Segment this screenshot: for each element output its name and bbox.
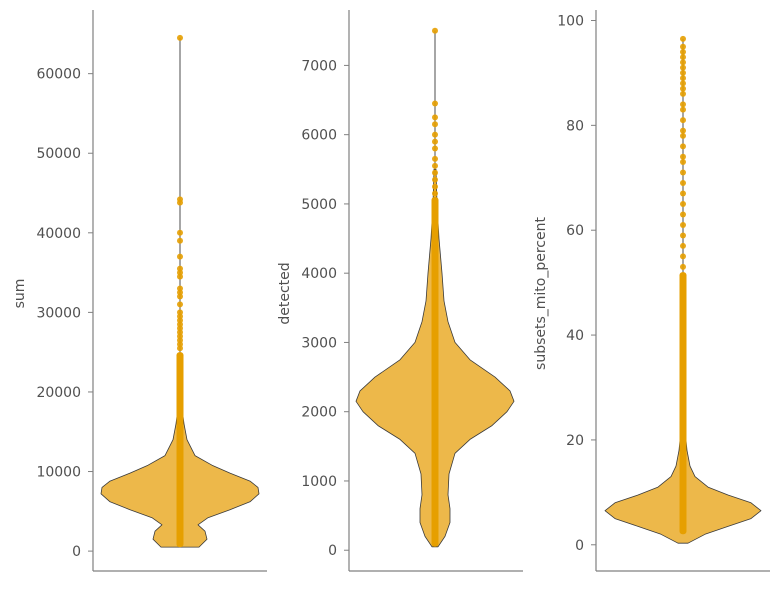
data-point-subsets-mito-percent [680, 43, 686, 50]
points-cluster-subsets-mito-percent [679, 272, 687, 535]
data-point-sum [177, 301, 183, 308]
data-point-sum [177, 34, 183, 41]
data-point-subsets-mito-percent [680, 106, 686, 113]
data-point-subsets-mito-percent [680, 253, 686, 260]
y-tick-label-detected: 6000 [301, 128, 337, 144]
panel-subsets-mito-percent: subsets_mito_percent 0 20 40 60 80 100 [533, 10, 770, 572]
data-point-subsets-mito-percent [680, 101, 686, 108]
data-point-detected [432, 176, 438, 183]
data-point-subsets-mito-percent [680, 211, 686, 218]
y-tick-label-subsets-mito-percent: 40 [566, 328, 584, 344]
panel-detected: detected 0 1000 2000 3000 4000 5000 6000 7000 [277, 10, 523, 572]
data-point-subsets-mito-percent [680, 48, 686, 55]
data-point-sum [177, 237, 183, 244]
data-point-subsets-mito-percent [680, 85, 686, 92]
y-tick-label-subsets-mito-percent: 80 [566, 118, 584, 134]
panel-sum: sum 0 10000 20000 30000 40000 50000 60000 [12, 10, 267, 572]
data-point-subsets-mito-percent [680, 190, 686, 197]
data-point-subsets-mito-percent [680, 54, 686, 61]
data-point-detected [432, 100, 438, 107]
data-point-subsets-mito-percent [680, 169, 686, 176]
y-tick-label-sum: 0 [72, 544, 81, 560]
data-point-sum [177, 196, 183, 203]
data-point-subsets-mito-percent [680, 90, 686, 97]
data-point-detected [432, 155, 438, 162]
y-tick-label-sum: 50000 [36, 146, 81, 162]
data-point-subsets-mito-percent [680, 117, 686, 124]
y-tick-label-subsets-mito-percent: 60 [566, 223, 584, 239]
y-axis-label-sum: sum [12, 279, 28, 309]
data-point-subsets-mito-percent [680, 221, 686, 228]
data-point-detected [432, 190, 438, 197]
data-point-subsets-mito-percent [680, 159, 686, 166]
data-point-detected [432, 138, 438, 145]
data-point-sum [177, 265, 183, 272]
y-tick-label-sum: 20000 [36, 385, 81, 401]
data-point-sum [177, 229, 183, 236]
data-point-sum [177, 309, 183, 316]
y-tick-label-sum: 10000 [36, 465, 81, 481]
data-point-detected [432, 162, 438, 169]
data-point-sum [177, 285, 183, 292]
data-point-subsets-mito-percent [680, 153, 686, 160]
data-point-subsets-mito-percent [680, 143, 686, 150]
y-tick-label-subsets-mito-percent: 0 [575, 538, 584, 554]
data-point-subsets-mito-percent [680, 59, 686, 66]
y-axis-label-subsets-mito-percent: subsets_mito_percent [533, 217, 549, 370]
y-tick-label-detected: 7000 [301, 58, 337, 74]
y-tick-label-subsets-mito-percent: 20 [566, 433, 584, 449]
data-point-detected [432, 169, 438, 176]
points-cluster-sum [176, 352, 184, 548]
data-point-detected [432, 121, 438, 128]
data-point-subsets-mito-percent [680, 180, 686, 187]
y-tick-label-sum: 40000 [36, 226, 81, 242]
data-point-subsets-mito-percent [680, 263, 686, 270]
y-axis-label-detected: detected [277, 262, 293, 324]
data-point-sum [177, 253, 183, 260]
y-tick-label-detected: 0 [328, 543, 337, 559]
y-tick-label-sum: 60000 [36, 67, 81, 83]
data-point-detected [432, 183, 438, 190]
data-point-subsets-mito-percent [680, 127, 686, 134]
data-point-subsets-mito-percent [680, 64, 686, 71]
data-point-subsets-mito-percent [680, 200, 686, 207]
data-point-subsets-mito-percent [680, 80, 686, 87]
y-tick-label-detected: 4000 [301, 266, 337, 282]
data-point-subsets-mito-percent [680, 75, 686, 82]
data-point-subsets-mito-percent [680, 232, 686, 239]
data-point-detected [432, 145, 438, 152]
points-cluster-detected [431, 197, 439, 547]
data-point-detected [432, 114, 438, 121]
y-tick-label-detected: 3000 [301, 335, 337, 351]
y-tick-label-sum: 30000 [36, 305, 81, 321]
data-point-subsets-mito-percent [680, 69, 686, 76]
y-tick-label-subsets-mito-percent: 100 [557, 13, 584, 29]
y-tick-label-detected: 2000 [301, 405, 337, 421]
data-point-subsets-mito-percent [680, 242, 686, 249]
data-point-detected [432, 27, 438, 34]
y-tick-label-detected: 1000 [301, 474, 337, 490]
y-tick-label-detected: 5000 [301, 197, 337, 213]
data-point-subsets-mito-percent [680, 132, 686, 139]
data-point-detected [432, 131, 438, 138]
data-point-subsets-mito-percent [680, 35, 686, 42]
